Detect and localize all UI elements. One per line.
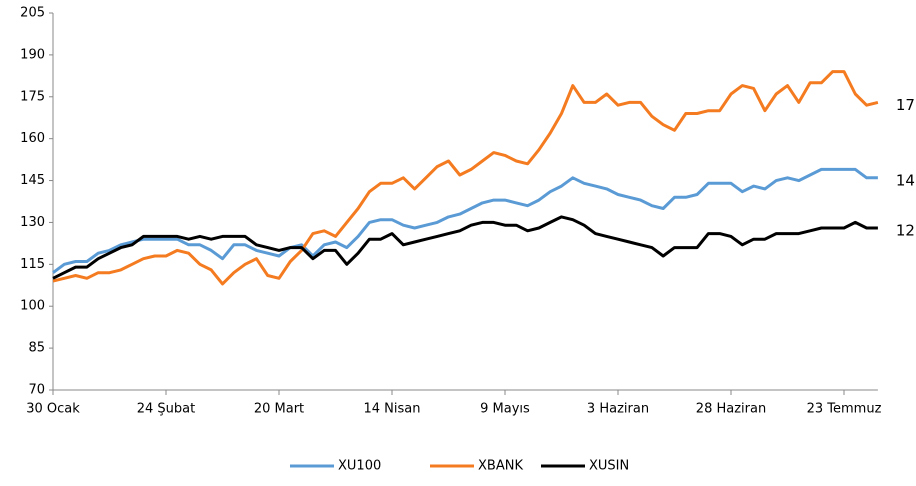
x-tick-label: 24 Şubat [137,402,195,417]
y-tick-label: 145 [20,173,45,188]
series-line [52,215,878,280]
x-tick-label: 14 Nisan [364,402,421,417]
x-tick-label: 20 Mart [254,402,304,417]
end-label: 173 [896,96,916,114]
end-label: 146 [896,171,916,189]
y-tick-label: 175 [20,89,45,104]
legend-label: XUSIN [589,459,629,474]
x-tick-label: 28 Haziran [696,402,766,417]
y-tick-label: 190 [20,47,45,62]
x-tick-label: 9 Mayıs [480,402,530,417]
x-tick-label: 23 Temmuz [807,402,882,417]
y-tick-label: 115 [20,257,45,272]
y-tick-label: 160 [20,131,45,146]
y-tick-label: 100 [20,299,45,314]
y-tick-label: 205 [20,6,45,21]
legend-label: XU100 [338,459,381,474]
series-line [52,167,878,274]
x-tick-label: 30 Ocak [26,402,80,417]
y-tick-label: 70 [28,383,45,398]
y-tick-label: 85 [28,341,45,356]
series-line [52,70,879,286]
x-tick-label: 3 Haziran [587,402,649,417]
legend-label: XBANK [478,459,523,474]
end-label: 128 [896,222,916,240]
y-tick-label: 130 [20,215,45,230]
